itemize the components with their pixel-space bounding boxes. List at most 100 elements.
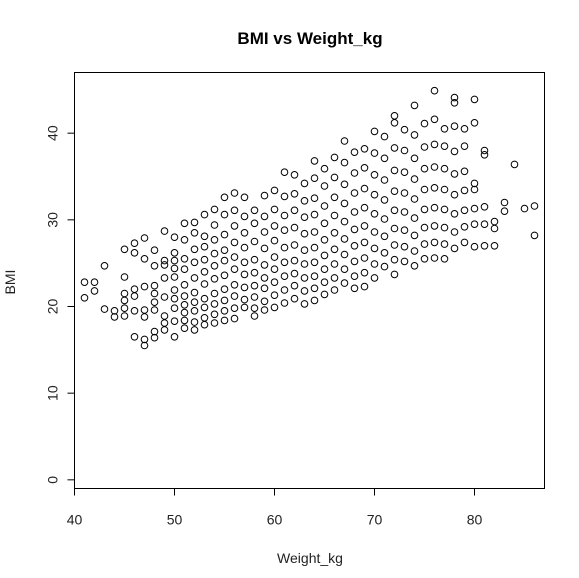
data-point — [190, 218, 199, 227]
data-point — [230, 292, 239, 300]
data-point — [480, 146, 489, 155]
data-point — [290, 241, 299, 249]
data-point — [190, 229, 199, 237]
plot-frame — [74, 72, 545, 489]
data-point — [400, 189, 409, 197]
data-point — [260, 261, 269, 269]
data-point — [390, 119, 399, 127]
data-point — [150, 327, 159, 336]
data-point — [410, 262, 419, 270]
data-point — [230, 304, 239, 313]
data-point — [130, 239, 139, 247]
data-point — [160, 319, 169, 327]
data-point — [300, 274, 309, 282]
data-point — [420, 185, 429, 194]
data-point — [140, 282, 149, 291]
data-point — [310, 272, 319, 281]
data-point — [430, 184, 439, 192]
data-point — [180, 281, 189, 289]
data-point — [250, 312, 259, 320]
data-point — [260, 297, 269, 306]
data-point — [280, 299, 289, 307]
data-point — [170, 264, 179, 273]
data-point — [240, 212, 249, 221]
y-tick-label: 0 — [45, 476, 61, 484]
data-point — [420, 240, 429, 248]
data-point — [410, 195, 419, 203]
data-point — [200, 255, 209, 264]
data-point — [400, 146, 409, 155]
x-tick-label: 80 — [467, 512, 483, 528]
data-point — [190, 326, 199, 334]
data-point — [460, 238, 469, 247]
data-point — [290, 190, 299, 198]
data-point — [330, 260, 339, 268]
data-point — [200, 232, 209, 241]
data-point — [440, 142, 449, 150]
data-point — [130, 307, 139, 315]
data-point — [310, 174, 319, 182]
data-point — [150, 333, 159, 342]
data-point — [380, 215, 389, 223]
data-point — [380, 132, 389, 141]
data-point — [340, 279, 349, 287]
data-point — [430, 222, 439, 230]
data-point — [100, 305, 109, 313]
data-point — [170, 286, 179, 294]
data-point — [300, 197, 309, 205]
data-point — [490, 224, 499, 233]
data-point — [250, 255, 259, 264]
data-point — [170, 233, 179, 241]
data-point — [160, 227, 169, 235]
data-point — [310, 284, 319, 293]
y-axis: 0 10 20 30 40 — [45, 125, 75, 484]
data-point — [520, 204, 529, 213]
data-point — [190, 288, 199, 297]
data-point — [380, 154, 389, 163]
data-point — [450, 228, 459, 236]
data-point — [170, 333, 179, 341]
data-point — [440, 240, 449, 248]
data-point — [220, 246, 229, 254]
data-point — [450, 190, 459, 199]
data-point — [210, 319, 219, 327]
data-point — [440, 125, 449, 133]
data-point — [460, 167, 469, 176]
data-point — [340, 199, 349, 208]
data-point — [370, 274, 379, 282]
data-point — [210, 310, 219, 319]
data-point — [460, 125, 469, 133]
data-point — [410, 101, 419, 110]
data-point — [310, 296, 319, 305]
data-point — [300, 229, 309, 238]
data-point — [160, 326, 169, 334]
data-point — [490, 217, 499, 226]
data-point — [210, 300, 219, 308]
data-point — [400, 242, 409, 251]
data-point — [530, 202, 539, 210]
data-point — [200, 210, 209, 219]
data-point — [330, 229, 339, 237]
data-point — [340, 217, 349, 226]
data-point — [170, 249, 179, 257]
data-point — [230, 281, 239, 289]
data-point — [260, 212, 269, 221]
data-point — [120, 289, 129, 298]
data-point — [480, 151, 489, 159]
data-point — [310, 243, 319, 252]
data-point — [360, 254, 369, 262]
data-point — [390, 255, 399, 264]
data-point — [310, 210, 319, 219]
data-point — [150, 306, 159, 314]
data-point — [430, 254, 439, 262]
y-tick-label: 10 — [45, 385, 61, 401]
data-point — [240, 243, 249, 252]
data-point — [360, 282, 369, 291]
data-point — [240, 303, 249, 312]
data-point — [480, 242, 489, 250]
data-point — [180, 292, 189, 300]
data-point — [240, 258, 249, 267]
data-point — [260, 228, 269, 236]
data-point — [500, 207, 509, 215]
data-point — [480, 203, 489, 211]
